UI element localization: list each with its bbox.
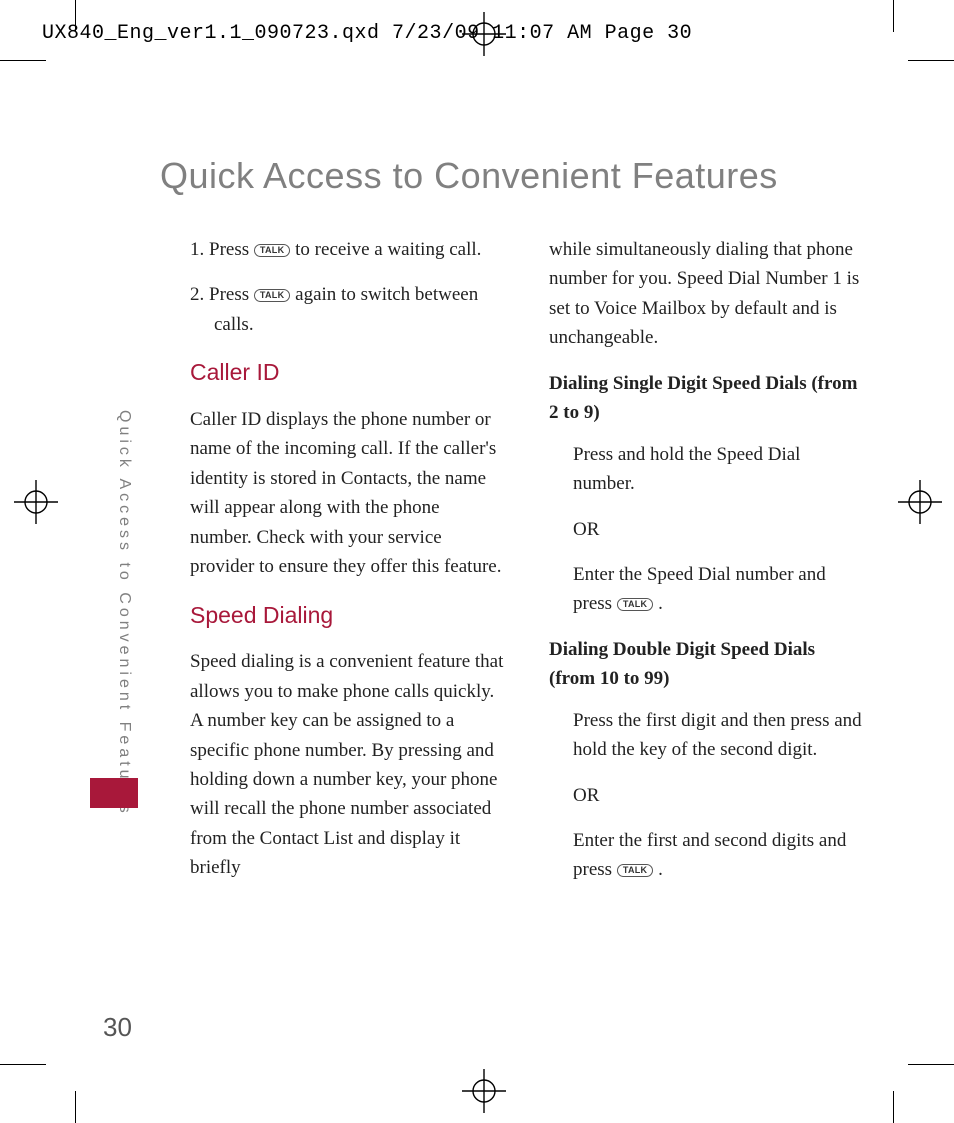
heading-caller-id: Caller ID bbox=[190, 355, 504, 391]
crop-mark-bl-v bbox=[75, 1091, 76, 1123]
paragraph-speed-dialing: Speed dialing is a convenient feature th… bbox=[190, 647, 504, 883]
paragraph-speed-cont: while simultaneously dialing that phone … bbox=[549, 235, 863, 353]
paragraph-caller-id: Caller ID displays the phone number or n… bbox=[190, 405, 504, 582]
subheading-double-digit: Dialing Double Digit Speed Dials (from 1… bbox=[549, 635, 863, 694]
paragraph-or-1: OR bbox=[549, 515, 863, 544]
registration-mark-bottom bbox=[462, 1069, 506, 1113]
subheading-single-digit: Dialing Single Digit Speed Dials (from 2… bbox=[549, 369, 863, 428]
crop-mark-tr-v bbox=[893, 0, 894, 32]
crop-mark-br-v bbox=[893, 1091, 894, 1123]
paragraph-single-2a: Enter the Speed Dial number and press bbox=[573, 564, 826, 614]
step-2: 2. Press TALK again to switch between ca… bbox=[190, 280, 504, 339]
paragraph-double-2b: . bbox=[658, 859, 663, 880]
paragraph-single-1: Press and hold the Speed Dial number. bbox=[549, 440, 863, 499]
paragraph-single-2: Enter the Speed Dial number and press TA… bbox=[549, 560, 863, 619]
page-title: Quick Access to Convenient Features bbox=[160, 155, 778, 197]
left-column: 1. Press TALK to receive a waiting call.… bbox=[190, 235, 504, 901]
crop-mark-tl-v bbox=[75, 0, 76, 32]
talk-key-icon: TALK bbox=[254, 289, 291, 302]
paragraph-or-2: OR bbox=[549, 781, 863, 810]
paragraph-double-2a: Enter the first and second digits and pr… bbox=[573, 830, 846, 880]
registration-mark-top bbox=[462, 12, 506, 56]
body-columns: 1. Press TALK to receive a waiting call.… bbox=[190, 235, 863, 901]
crop-mark-tr-h bbox=[908, 60, 954, 61]
crop-mark-tl-h bbox=[0, 60, 46, 61]
page-content-area: Quick Access to Convenient Features Quic… bbox=[75, 60, 893, 1065]
paragraph-double-1: Press the first digit and then press and… bbox=[549, 706, 863, 765]
heading-speed-dialing: Speed Dialing bbox=[190, 598, 504, 634]
prepress-slug: UX840_Eng_ver1.1_090723.qxd 7/23/09 11:0… bbox=[42, 22, 692, 45]
step-1-text-a: 1. Press bbox=[190, 239, 254, 260]
paragraph-double-2: Enter the first and second digits and pr… bbox=[549, 826, 863, 885]
step-2-text-a: 2. Press bbox=[190, 284, 254, 305]
registration-mark-right bbox=[898, 480, 942, 524]
paragraph-single-2b: . bbox=[658, 593, 663, 614]
crop-mark-bl-h bbox=[0, 1064, 46, 1065]
step-1: 1. Press TALK to receive a waiting call. bbox=[190, 235, 504, 264]
sidebar-running-title: Quick Access to Convenient Features bbox=[115, 410, 133, 817]
right-column: while simultaneously dialing that phone … bbox=[549, 235, 863, 901]
crop-mark-br-h bbox=[908, 1064, 954, 1065]
talk-key-icon: TALK bbox=[617, 598, 654, 611]
talk-key-icon: TALK bbox=[617, 864, 654, 877]
sidebar-accent-bar bbox=[90, 778, 138, 808]
talk-key-icon: TALK bbox=[254, 244, 291, 257]
step-1-text-b: to receive a waiting call. bbox=[295, 239, 481, 260]
registration-mark-left bbox=[14, 480, 58, 524]
page-number: 30 bbox=[103, 1012, 132, 1043]
